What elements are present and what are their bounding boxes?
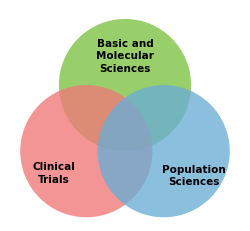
Text: Clinical
Trials: Clinical Trials [32, 161, 75, 184]
Circle shape [18, 84, 154, 219]
Circle shape [57, 18, 193, 154]
Circle shape [96, 84, 232, 219]
Circle shape [20, 86, 152, 217]
Circle shape [59, 20, 191, 152]
Circle shape [98, 86, 230, 217]
Text: Basic and
Molecular
Sciences: Basic and Molecular Sciences [96, 39, 154, 73]
Text: Population
Sciences: Population Sciences [162, 164, 226, 186]
